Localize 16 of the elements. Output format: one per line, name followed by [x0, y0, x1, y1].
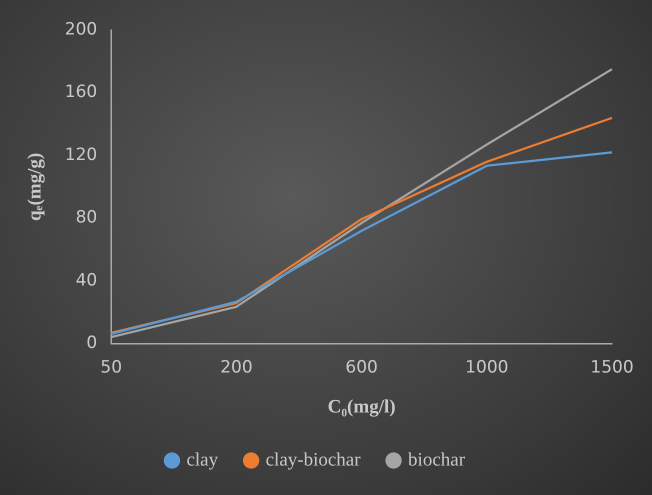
- legend-label: biochar: [408, 449, 466, 470]
- legend-label: clay: [186, 449, 219, 470]
- x-tick-label: 50: [100, 357, 122, 378]
- y-tick-label: 200: [64, 19, 98, 40]
- y-tick-label: 0: [86, 333, 98, 354]
- y-tick-label: 120: [64, 144, 98, 165]
- legend-label: clay-biochar: [266, 449, 362, 470]
- y-tick-label: 160: [64, 82, 98, 102]
- y-tick-label: 40: [76, 270, 98, 290]
- x-axis-title: C₀(mg/l): [328, 396, 396, 418]
- x-tick-label: 200: [220, 357, 253, 378]
- x-tick-label: 1500: [590, 357, 634, 378]
- y-tick-label: 80: [76, 208, 98, 228]
- x-tick-label: 1000: [465, 357, 508, 378]
- x-tick-label: 600: [345, 357, 378, 378]
- y-axis-title: qₑ(mg/g): [24, 152, 46, 222]
